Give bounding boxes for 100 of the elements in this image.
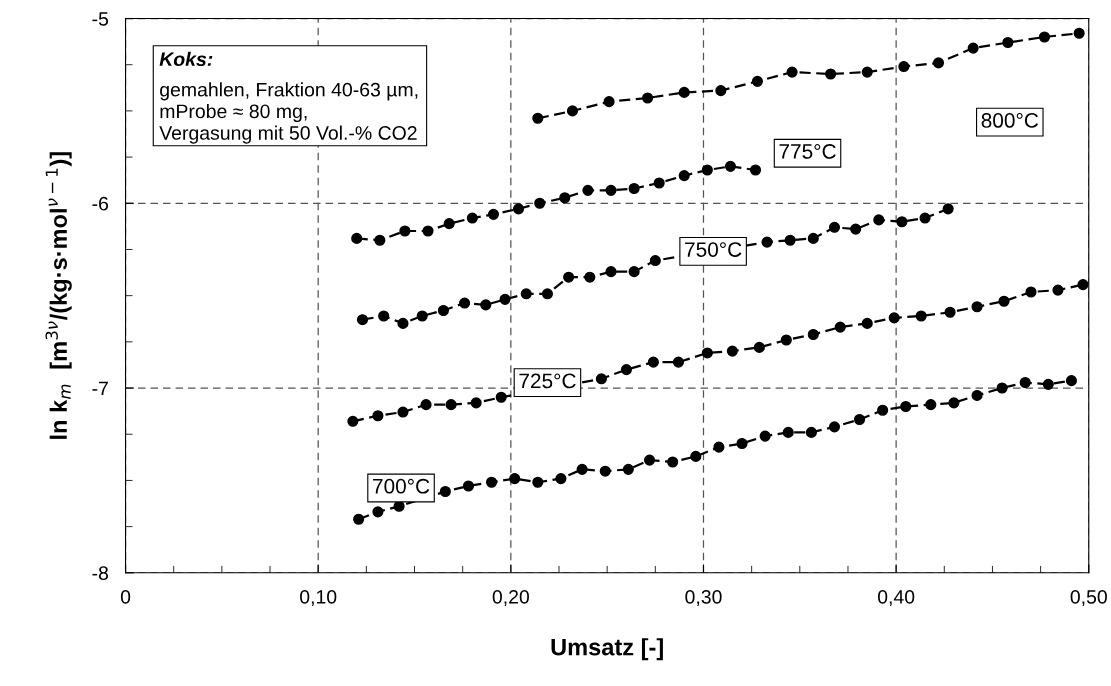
point xyxy=(647,356,659,368)
point xyxy=(834,321,846,333)
point xyxy=(397,406,409,418)
point xyxy=(353,513,365,525)
point xyxy=(1065,375,1077,387)
point xyxy=(649,255,661,267)
point xyxy=(480,299,492,311)
point xyxy=(736,437,748,450)
point xyxy=(932,57,945,69)
point xyxy=(532,112,544,124)
point xyxy=(828,221,841,233)
point xyxy=(563,271,575,283)
point xyxy=(559,192,571,204)
point xyxy=(582,184,594,196)
series-label: 775°C xyxy=(779,144,836,159)
point xyxy=(896,216,908,228)
point xyxy=(786,66,798,78)
point xyxy=(1073,27,1085,39)
point xyxy=(853,413,866,426)
point xyxy=(888,312,900,324)
point xyxy=(672,356,684,368)
y-tick-label: -6 xyxy=(92,196,109,211)
point xyxy=(942,203,954,215)
point xyxy=(877,404,889,416)
point xyxy=(919,212,931,224)
point xyxy=(925,399,937,411)
point xyxy=(628,266,640,278)
point xyxy=(784,234,796,246)
point xyxy=(437,304,449,317)
point xyxy=(749,164,762,176)
point xyxy=(898,61,910,73)
point xyxy=(861,66,873,78)
point xyxy=(900,400,912,413)
point xyxy=(967,42,979,54)
x-axis-title: Umsatz [-] xyxy=(551,638,663,661)
x-tick-label: 0 xyxy=(120,589,131,604)
point xyxy=(541,288,553,300)
y-axis-title: ln k$_{m}$ [m$^{3ν}$/(kg·s·mol$^{ν−1}$)] xyxy=(45,152,72,439)
point xyxy=(753,341,765,353)
point xyxy=(462,480,475,492)
point xyxy=(996,382,1008,394)
point xyxy=(751,75,763,87)
point xyxy=(628,182,640,195)
point xyxy=(807,232,819,244)
point xyxy=(603,96,615,108)
point xyxy=(782,426,794,438)
point xyxy=(378,310,390,322)
point xyxy=(1038,31,1051,43)
point xyxy=(495,391,507,403)
point xyxy=(825,68,837,80)
point xyxy=(443,218,455,230)
point xyxy=(653,177,665,189)
point xyxy=(399,225,411,237)
y-tick-label: -7 xyxy=(92,381,108,396)
point xyxy=(499,293,511,305)
series-label: 700°C xyxy=(373,478,430,494)
point xyxy=(1025,286,1037,298)
point xyxy=(998,295,1010,307)
point xyxy=(512,203,525,215)
point xyxy=(1042,378,1054,390)
point xyxy=(576,463,588,475)
point xyxy=(678,170,690,182)
annotation: Koks: xyxy=(159,51,213,67)
point xyxy=(1002,36,1014,49)
point xyxy=(420,399,432,411)
x-tick-label: 0,40 xyxy=(877,589,915,607)
point xyxy=(605,184,617,196)
point xyxy=(915,310,927,322)
x-tick-label: 0,50 xyxy=(1070,589,1107,607)
point xyxy=(971,301,983,313)
x-tick-label: 0,30 xyxy=(685,589,722,607)
point xyxy=(678,86,690,98)
y-tick-label: -8 xyxy=(92,566,109,581)
point xyxy=(520,288,532,300)
point xyxy=(347,415,359,427)
point xyxy=(532,476,544,488)
point xyxy=(948,397,960,409)
point xyxy=(622,463,634,475)
point xyxy=(761,236,773,248)
point xyxy=(372,410,384,422)
annotation: gemahlen, Fraktion 40-63 µm, mProbe ≈ 80 mg, Vergasung mit 50 Vol.-% CO2 xyxy=(159,82,418,144)
point xyxy=(701,347,713,359)
point xyxy=(374,234,386,246)
point xyxy=(459,297,471,309)
point xyxy=(599,465,611,477)
point xyxy=(466,212,478,224)
point xyxy=(1052,284,1064,296)
point xyxy=(690,450,702,462)
point xyxy=(1077,279,1089,291)
point xyxy=(944,306,956,318)
point xyxy=(595,373,607,385)
point xyxy=(509,473,521,485)
point xyxy=(805,426,817,438)
point xyxy=(445,399,457,411)
point xyxy=(566,105,579,117)
point xyxy=(372,506,384,518)
point xyxy=(584,271,596,283)
point xyxy=(713,441,725,453)
point xyxy=(470,397,482,409)
point xyxy=(828,421,841,433)
